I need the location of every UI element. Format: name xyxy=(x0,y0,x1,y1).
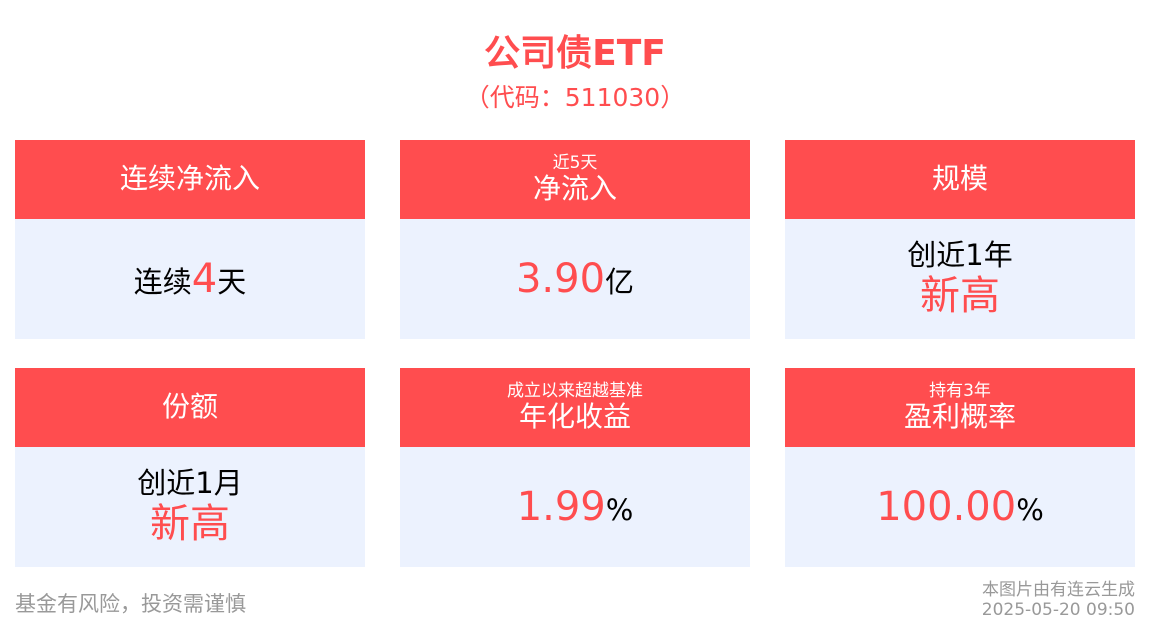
value: 3.90 xyxy=(515,256,606,302)
credit-text: 本图片由有连云生成 xyxy=(982,580,1135,600)
value-line1: 创近1月 xyxy=(137,465,243,500)
value-line2: 新高 xyxy=(150,501,230,548)
risk-disclaimer: 基金有风险，投资需谨慎 xyxy=(15,592,246,616)
card-header: 连续净流入 xyxy=(119,162,260,196)
card-subheader: 近5天 xyxy=(552,152,598,173)
timestamp: 2025-05-20 09:50 xyxy=(981,600,1135,621)
value-unit: % xyxy=(1016,493,1044,527)
value: 1.99 xyxy=(516,484,606,530)
card-profit-probability: 持有3年 盈利概率 100.00% xyxy=(785,368,1135,567)
card-annual-return: 成立以来超越基准 年化收益 1.99% xyxy=(400,368,750,567)
card-header: 年化收益 xyxy=(518,400,631,434)
value-line1: 创近1年 xyxy=(907,237,1013,272)
value: 4 xyxy=(191,256,218,302)
value: 100.00 xyxy=(876,484,1017,530)
card-5day-inflow: 近5天 净流入 3.90亿 xyxy=(400,140,750,339)
value-unit: 天 xyxy=(217,265,247,299)
card-header: 净流入 xyxy=(532,172,617,206)
fund-code: （代码：511030） xyxy=(464,83,686,112)
card-header: 规模 xyxy=(931,162,988,196)
value-unit: % xyxy=(605,493,634,527)
card-scale: 规模 创近1年 新高 xyxy=(785,140,1135,339)
page-title: 公司债ETF xyxy=(484,33,666,74)
footer-credit: 本图片由有连云生成 2025-05-20 09:50 xyxy=(982,580,1135,621)
card-header: 盈利概率 xyxy=(903,400,1016,434)
card-header: 份额 xyxy=(161,390,218,424)
card-shares: 份额 创近1月 新高 xyxy=(15,368,365,567)
value-unit: 亿 xyxy=(605,265,635,299)
value-line2: 新高 xyxy=(920,273,1000,320)
card-subheader: 持有3年 xyxy=(929,380,991,401)
card-consecutive-inflow: 连续净流入 连续4天 xyxy=(15,140,365,339)
card-subheader: 成立以来超越基准 xyxy=(507,380,643,401)
value-prefix: 连续 xyxy=(133,265,192,299)
